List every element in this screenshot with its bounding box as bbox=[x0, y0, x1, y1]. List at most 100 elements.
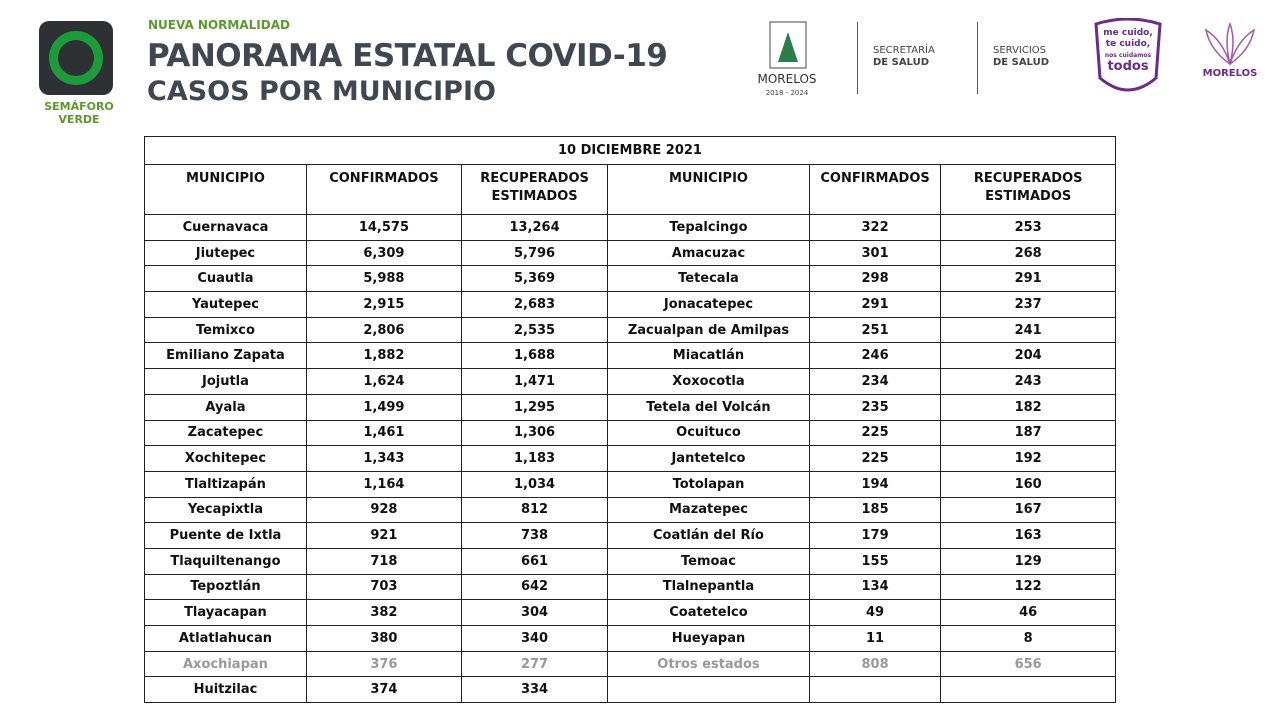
cell: Ocuituco bbox=[607, 419, 810, 447]
cell: Tlaltizapán bbox=[144, 470, 307, 498]
row: Tlaltizapán 1,164 1,034 Totolapan 194 160 bbox=[144, 470, 1116, 498]
cell: 334 bbox=[460, 676, 609, 704]
cell: 234 bbox=[808, 368, 942, 395]
cell: 163 bbox=[940, 522, 1116, 549]
cell: Tetela del Volcán bbox=[607, 393, 810, 421]
cell: 5,796 bbox=[460, 239, 609, 267]
cell: 268 bbox=[940, 239, 1116, 267]
cell: Atlatlahucan bbox=[144, 625, 307, 652]
cell: 1,343 bbox=[305, 445, 462, 472]
servicios-2: DE SALUD bbox=[993, 57, 1049, 68]
morelos-shield bbox=[769, 21, 807, 69]
cell: 129 bbox=[940, 547, 1116, 575]
cell: Tlaquiltenango bbox=[144, 547, 307, 575]
cell: Zacatepec bbox=[144, 419, 307, 447]
cell: Temixco bbox=[144, 316, 307, 344]
cell: 376 bbox=[305, 650, 462, 678]
row: Axochiapan 376 277 Otros estados 808 656 bbox=[144, 650, 1116, 678]
row: Tepoztlán 703 642 Tlalnepantla 134 122 bbox=[144, 573, 1116, 601]
row: Tlayacapan 382 304 Coatetelco 49 46 bbox=[144, 599, 1116, 626]
cell: Tlalnepantla bbox=[607, 573, 810, 601]
cell: 1,461 bbox=[305, 419, 462, 447]
cell: 2,806 bbox=[305, 316, 462, 344]
cell: Tetecala bbox=[607, 265, 810, 293]
row: Ayala 1,499 1,295 Tetela del Volcán 235 182 bbox=[144, 393, 1116, 421]
cell: 160 bbox=[940, 470, 1116, 498]
cases-table: 10 DICIEMBRE 2021 MUNICIPIO CONFIRMADOS RE… bbox=[144, 136, 1116, 704]
cell: 14,575 bbox=[305, 214, 462, 241]
cell: 1,471 bbox=[460, 368, 609, 395]
column-header: CONFIRMADOS bbox=[305, 164, 462, 215]
cell: 182 bbox=[940, 393, 1116, 421]
cell: Yautepec bbox=[144, 291, 307, 318]
cell: Huitzilac bbox=[144, 676, 307, 704]
divider bbox=[977, 22, 978, 94]
cell: Tepoztlán bbox=[144, 573, 307, 601]
cell: 291 bbox=[808, 291, 942, 318]
date: 10 DICIEMBRE 2021 bbox=[144, 136, 1116, 165]
cell: 194 bbox=[808, 470, 942, 498]
cell: 2,683 bbox=[460, 291, 609, 318]
cell: 241 bbox=[940, 316, 1116, 344]
cell: 738 bbox=[460, 522, 609, 549]
divider bbox=[857, 22, 858, 94]
row: Atlatlahucan 380 340 Hueyapan 11 8 bbox=[144, 625, 1116, 652]
row: Jojutla 1,624 1,471 Xoxocotla 234 243 bbox=[144, 368, 1116, 395]
title: PANORAMA ESTATAL COVID-19 bbox=[147, 38, 668, 74]
cell: Ayala bbox=[144, 393, 307, 421]
cell: Tlayacapan bbox=[144, 599, 307, 626]
cell: Cuautla bbox=[144, 265, 307, 293]
cell: 291 bbox=[940, 265, 1116, 293]
morelos-2: MORELOS bbox=[1202, 68, 1258, 79]
cell: 235 bbox=[808, 393, 942, 421]
column-header: MUNICIPIO bbox=[607, 164, 810, 215]
cell: 6,309 bbox=[305, 239, 462, 267]
cell: Totolapan bbox=[607, 470, 810, 498]
morelos: MORELOS bbox=[757, 72, 817, 86]
cell: 921 bbox=[305, 522, 462, 549]
cell: Xochitepec bbox=[144, 445, 307, 472]
cell: 204 bbox=[940, 342, 1116, 370]
cell: 179 bbox=[808, 522, 942, 549]
cell: 134 bbox=[808, 573, 942, 601]
column-header: MUNICIPIO bbox=[144, 164, 307, 215]
cell: 185 bbox=[808, 496, 942, 524]
cell: 225 bbox=[808, 419, 942, 447]
cell: 46 bbox=[940, 599, 1116, 626]
cell: Zacualpan de Amilpas bbox=[607, 316, 810, 344]
cell: Amacuzac bbox=[607, 239, 810, 267]
cell: 155 bbox=[808, 547, 942, 575]
cell: 237 bbox=[940, 291, 1116, 318]
cell: 808 bbox=[808, 650, 942, 678]
cell: Emiliano Zapata bbox=[144, 342, 307, 370]
cell: 1,306 bbox=[460, 419, 609, 447]
cell: 253 bbox=[940, 214, 1116, 241]
row: Cuautla 5,988 5,369 Tetecala 298 291 bbox=[144, 265, 1116, 293]
semaforo-logo bbox=[39, 21, 113, 95]
cell: 703 bbox=[305, 573, 462, 601]
cell: 2,535 bbox=[460, 316, 609, 344]
cell: Jonacatepec bbox=[607, 291, 810, 318]
cell: Temoac bbox=[607, 547, 810, 575]
cell: Mazatepec bbox=[607, 496, 810, 524]
cell: Yecapixtla bbox=[144, 496, 307, 524]
cell: 661 bbox=[460, 547, 609, 575]
cell: 277 bbox=[460, 650, 609, 678]
cell: 8 bbox=[940, 625, 1116, 652]
cell: 122 bbox=[940, 573, 1116, 601]
row: Jiutepec 6,309 5,796 Amacuzac 301 268 bbox=[144, 239, 1116, 267]
cell: 380 bbox=[305, 625, 462, 652]
cell: Jiutepec bbox=[144, 239, 307, 267]
cell: 5,988 bbox=[305, 265, 462, 293]
cuido-1: me cuido, bbox=[1103, 28, 1153, 38]
cell bbox=[940, 676, 1116, 704]
cell: 340 bbox=[460, 625, 609, 652]
cell: Coatetelco bbox=[607, 599, 810, 626]
cuido-2: te cuido, bbox=[1105, 39, 1151, 49]
row: Yautepec 2,915 2,683 Jonacatepec 291 237 bbox=[144, 291, 1116, 318]
cell: 13,264 bbox=[460, 214, 609, 241]
servicios-1: SERVICIOS bbox=[993, 45, 1047, 56]
cell: 656 bbox=[940, 650, 1116, 678]
cuido-badge bbox=[1094, 18, 1162, 92]
